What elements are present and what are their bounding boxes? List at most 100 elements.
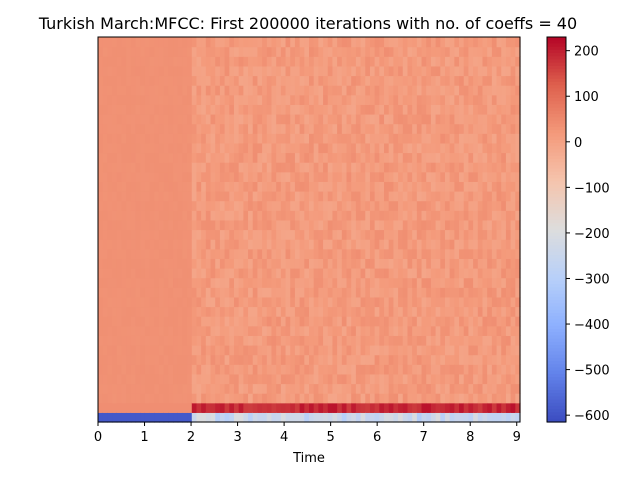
- heatmap-cell: [327, 75, 334, 86]
- heatmap-cell: [294, 123, 301, 134]
- heatmap-cell: [149, 229, 155, 240]
- heatmap-cell: [426, 306, 432, 317]
- heatmap-cell: [337, 364, 343, 375]
- heatmap-cell: [440, 56, 446, 67]
- heatmap-cell: [318, 162, 324, 173]
- heatmap-cell: [482, 393, 488, 404]
- colorbar-gradient-segment: [547, 152, 566, 157]
- heatmap-cell: [196, 46, 202, 57]
- heatmap-cell: [355, 181, 362, 192]
- heatmap-cell: [154, 393, 160, 404]
- heatmap-cell: [454, 191, 460, 202]
- heatmap-cell: [98, 104, 104, 115]
- heatmap-cell: [327, 402, 334, 413]
- heatmap-cell: [187, 65, 193, 77]
- heatmap-cell: [252, 373, 259, 385]
- heatmap-cell: [421, 219, 427, 231]
- heatmap-cell: [463, 65, 470, 77]
- heatmap-cell: [191, 258, 198, 269]
- heatmap-cell: [421, 393, 427, 404]
- heatmap-cell: [365, 258, 371, 269]
- heatmap-cell: [140, 354, 146, 365]
- heatmap-cell: [369, 210, 376, 221]
- heatmap-cell: [501, 56, 507, 67]
- heatmap-cell: [388, 181, 394, 192]
- heatmap-cell: [346, 306, 352, 317]
- heatmap-cell: [173, 316, 179, 327]
- heatmap-cell: [444, 219, 451, 231]
- heatmap-cell: [473, 104, 479, 115]
- heatmap-cell: [243, 75, 249, 86]
- heatmap-cell: [416, 142, 423, 154]
- heatmap-cell: [257, 306, 263, 317]
- heatmap-cell: [515, 345, 521, 356]
- heatmap-cell: [332, 142, 338, 154]
- heatmap-cell: [248, 364, 254, 375]
- heatmap-cell: [327, 268, 334, 279]
- heatmap-cell: [510, 268, 516, 279]
- colorbar-gradient-segment: [547, 75, 566, 80]
- heatmap-cell: [327, 248, 334, 259]
- heatmap-cell: [449, 412, 455, 423]
- heatmap-cell: [149, 325, 155, 336]
- heatmap-cell: [130, 142, 137, 154]
- heatmap-cell: [304, 94, 310, 105]
- heatmap-cell: [402, 56, 409, 67]
- heatmap-cell: [459, 325, 465, 336]
- heatmap-cell: [116, 316, 123, 327]
- heatmap-cell: [421, 104, 427, 115]
- heatmap-cell: [121, 171, 127, 182]
- heatmap-cell: [173, 152, 179, 163]
- heatmap-cell: [402, 383, 409, 394]
- heatmap-cell: [238, 210, 244, 221]
- heatmap-cell: [501, 412, 507, 423]
- heatmap-cell: [116, 287, 123, 298]
- heatmap-cell: [515, 239, 521, 250]
- heatmap-cell: [196, 402, 202, 413]
- heatmap-cell: [435, 219, 441, 231]
- heatmap-cell: [219, 258, 226, 269]
- heatmap-cell: [430, 354, 437, 365]
- heatmap-cell: [468, 373, 474, 385]
- heatmap-cell: [435, 354, 441, 365]
- heatmap-cell: [355, 354, 362, 365]
- heatmap-cell: [299, 373, 305, 385]
- heatmap-cell: [463, 152, 470, 163]
- heatmap-cell: [252, 46, 259, 57]
- heatmap-cell: [459, 335, 465, 346]
- heatmap-cell: [102, 383, 108, 394]
- heatmap-cell: [98, 258, 104, 269]
- heatmap-cell: [327, 123, 334, 134]
- heatmap-cell: [449, 325, 455, 336]
- heatmap-cell: [177, 248, 183, 259]
- heatmap-cell: [412, 181, 418, 192]
- heatmap-cell: [177, 200, 183, 211]
- heatmap-cell: [285, 219, 291, 231]
- heatmap-cell: [285, 277, 291, 288]
- heatmap-cell: [140, 37, 146, 48]
- heatmap-cell: [266, 94, 273, 105]
- heatmap-cell: [257, 393, 263, 404]
- heatmap-cell: [318, 345, 324, 356]
- heatmap-cell: [482, 412, 488, 423]
- heatmap-cell: [323, 37, 329, 48]
- heatmap-cell: [238, 373, 244, 385]
- heatmap-cell: [435, 316, 441, 327]
- heatmap-cell: [510, 171, 516, 182]
- heatmap-cell: [248, 104, 254, 115]
- heatmap-cell: [313, 56, 319, 67]
- heatmap-cell: [365, 306, 371, 317]
- heatmap-cell: [393, 133, 399, 144]
- heatmap-cell: [426, 181, 432, 192]
- heatmap-cell: [135, 104, 141, 115]
- heatmap-cell: [229, 316, 235, 327]
- heatmap-cell: [365, 296, 371, 308]
- heatmap-cell: [473, 345, 479, 356]
- heatmap-cell: [327, 171, 334, 182]
- heatmap-cell: [374, 104, 380, 115]
- heatmap-cell: [252, 56, 259, 67]
- heatmap-cell: [454, 412, 460, 423]
- heatmap-cell: [496, 191, 502, 202]
- heatmap-cell: [416, 248, 423, 259]
- heatmap-cell: [294, 114, 301, 125]
